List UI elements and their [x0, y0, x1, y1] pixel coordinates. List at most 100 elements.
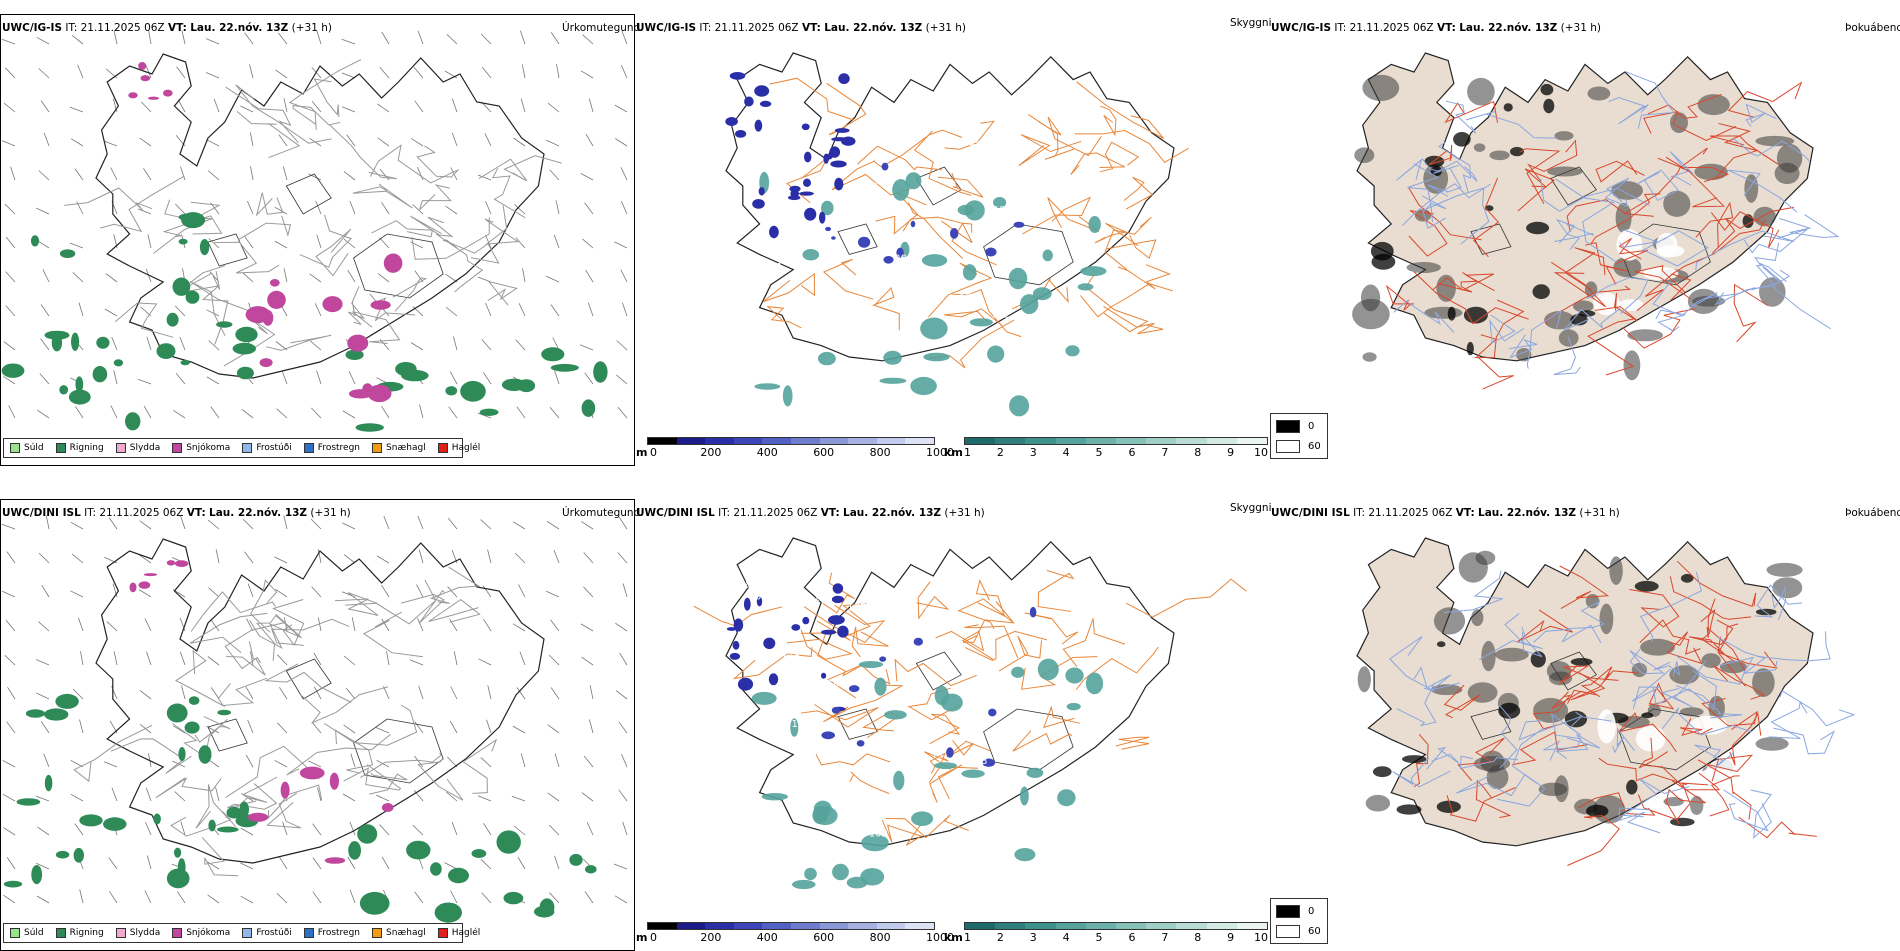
- low-ceiling-area: [849, 685, 860, 693]
- it-value: 21.11.2025 06Z: [1349, 22, 1434, 34]
- low-ceiling-area: [832, 583, 844, 594]
- low-visibility-area: [1065, 345, 1080, 357]
- wind-barb: [137, 208, 152, 215]
- fog-signal-area: [1396, 804, 1422, 815]
- vt-label: VT:: [167, 22, 187, 34]
- road: [1624, 147, 1708, 214]
- road: [1639, 619, 1701, 655]
- wind-barb: [145, 822, 152, 836]
- ceiling-value-label: 10: [993, 205, 1006, 216]
- visibility-tick-label: 7: [1161, 446, 1169, 459]
- wind-barb: [79, 889, 84, 904]
- precip-legend-label: Súld: [24, 443, 44, 453]
- rain-area: [217, 826, 239, 833]
- river: [1586, 277, 1649, 314]
- wind-barb: [343, 724, 356, 734]
- low-ceiling-area: [735, 130, 747, 138]
- wind-barb: [482, 585, 492, 598]
- lead-time: (+31 h): [1579, 507, 1620, 519]
- wind-barb: [519, 651, 526, 666]
- fog-signal-area: [1572, 300, 1594, 313]
- wind-barb: [206, 376, 220, 385]
- river: [1716, 636, 1778, 675]
- wind-barb: [347, 269, 356, 283]
- road: [1106, 234, 1157, 260]
- wind-barb: [282, 166, 288, 181]
- cloud-visibility-panel: 88 94 90 16 102 115 94 88 71 143 118 118 232 82 201 42 1…: [635, 499, 1270, 951]
- cloud-visibility-map: 105 101 111 99 96 69 17 03 101 16 10 20 22 82 155 17028…: [725, 52, 1189, 417]
- river: [1652, 670, 1718, 711]
- ceiling-value-label: 102: [869, 829, 888, 840]
- low-ceiling-area: [763, 637, 776, 649]
- visibility-tick-label: 6: [1128, 446, 1136, 459]
- wind-barb: [580, 173, 594, 181]
- wind-barb: [412, 204, 424, 215]
- wind-barb: [74, 406, 84, 419]
- fog-key: 0 60: [1270, 898, 1328, 944]
- vt-value: Lau. 22.nóv. 13Z: [209, 507, 308, 519]
- precip-legend-label: Snæhagl: [386, 443, 426, 453]
- precip-map: [1, 30, 628, 432]
- road: [299, 214, 353, 268]
- precip-legend-swatch: [437, 443, 448, 453]
- road: [1094, 222, 1139, 247]
- wind-barb: [381, 618, 390, 632]
- road: [1709, 135, 1779, 166]
- vt-value: Lau. 22.nóv. 13Z: [824, 22, 923, 34]
- precip-legend-label: Slydda: [129, 928, 161, 938]
- precip-header: UWC/DINI ISL IT: 21.11.2025 06Z VT: Lau.…: [2, 507, 351, 519]
- river: [1779, 690, 1856, 727]
- road: [416, 145, 460, 178]
- road: [803, 604, 886, 644]
- fog-free-area: [1597, 709, 1616, 744]
- wind-barb: [513, 825, 526, 836]
- low-visibility-area: [792, 879, 816, 890]
- visibility-colorbar-step: [995, 438, 1026, 444]
- river: [1395, 158, 1441, 181]
- river: [1413, 666, 1460, 691]
- road: [873, 129, 963, 168]
- road: [155, 777, 222, 799]
- road: [225, 776, 278, 819]
- road: [1075, 646, 1159, 690]
- road: [288, 59, 362, 130]
- visibility-colorbar-step: [1025, 438, 1056, 444]
- rain-area: [166, 868, 190, 889]
- ceiling-value-label: 99: [815, 284, 828, 295]
- fog-signal-area: [1599, 603, 1614, 635]
- road: [323, 704, 418, 746]
- wind-barb: [547, 102, 560, 113]
- wind-barb: [146, 336, 152, 351]
- ceiling-tick-label: 200: [700, 931, 722, 944]
- rain-area: [44, 774, 53, 792]
- fog-signal-area: [1753, 206, 1776, 227]
- road: [1670, 219, 1766, 276]
- road: [817, 602, 871, 642]
- road: [763, 272, 816, 303]
- snow-area: [324, 857, 346, 864]
- wind-barb: [478, 658, 492, 666]
- rain-area: [593, 361, 608, 383]
- road: [419, 184, 452, 211]
- visibility-colorbar-step: [1236, 923, 1268, 929]
- river: [1759, 262, 1791, 283]
- low-visibility-area: [1011, 666, 1025, 678]
- road: [1413, 733, 1429, 788]
- road: [885, 814, 969, 839]
- glacier-outline: [207, 718, 248, 752]
- wind-barb: [143, 405, 152, 419]
- wind-barb: [550, 32, 560, 45]
- fog-free-area: [1656, 232, 1678, 258]
- low-visibility-area: [911, 811, 934, 826]
- wind-barb: [139, 554, 152, 564]
- rain-area: [479, 408, 499, 416]
- wind-barb: [179, 617, 186, 632]
- wind-barb: [552, 337, 560, 351]
- wind-barb: [274, 206, 288, 215]
- ceiling-colorbar-step: [876, 438, 906, 444]
- wind-barb: [449, 371, 458, 385]
- ceiling-tick-label: 600: [813, 446, 835, 459]
- wind-barb: [622, 583, 628, 598]
- low-ceiling-area: [829, 146, 841, 158]
- fog-signal-area: [1679, 707, 1704, 717]
